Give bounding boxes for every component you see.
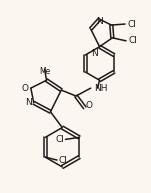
- Text: Cl: Cl: [58, 156, 67, 165]
- Text: O: O: [86, 101, 93, 110]
- Text: NH: NH: [94, 84, 107, 93]
- Text: N: N: [91, 49, 98, 58]
- Text: Cl: Cl: [127, 19, 136, 29]
- Text: Cl: Cl: [128, 36, 137, 45]
- Text: Me: Me: [39, 67, 50, 76]
- Text: O: O: [22, 84, 29, 93]
- Text: Cl: Cl: [56, 135, 64, 144]
- Text: N: N: [96, 17, 103, 26]
- Text: N: N: [25, 98, 32, 108]
